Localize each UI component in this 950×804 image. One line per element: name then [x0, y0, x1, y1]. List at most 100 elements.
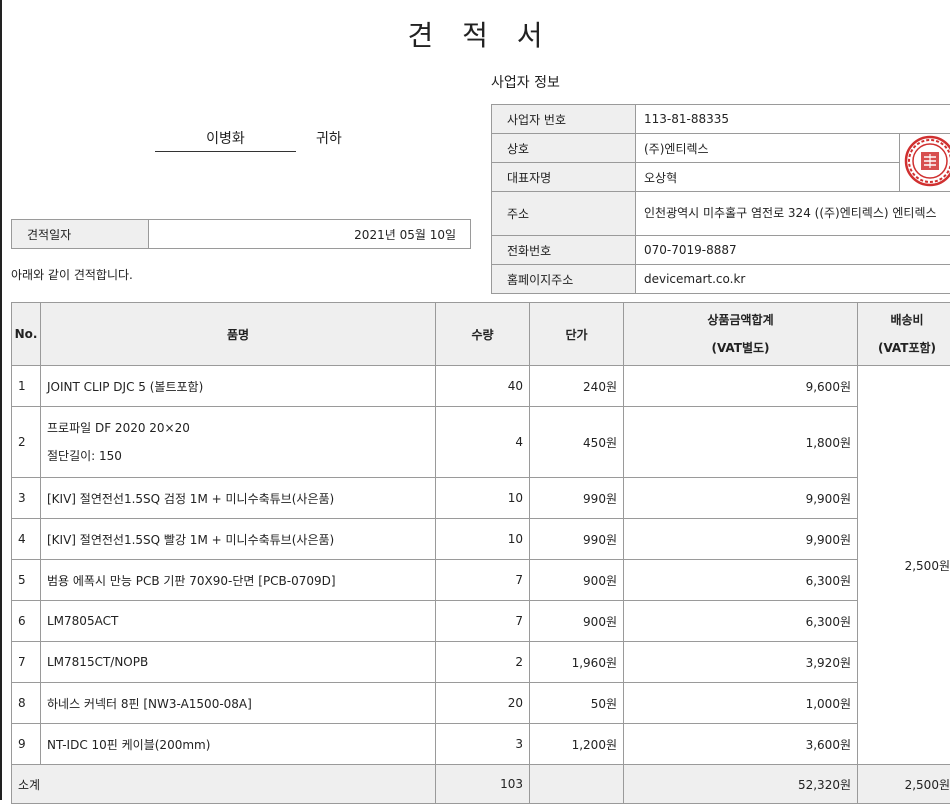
info-label: 사업자 번호 — [492, 105, 636, 134]
row-amount: 3,920원 — [624, 642, 858, 683]
info-label: 상호 — [492, 134, 636, 163]
table-row: 2 프로파일 DF 2020 20×20 절단길이: 150 4 450원 1,… — [12, 407, 950, 478]
row-name: 범용 에폭시 만능 PCB 기판 70X90-단면 [PCB-0709D] — [41, 560, 436, 601]
quote-items-table: No. 품명 수량 단가 상품금액합계 (VAT별도) 배송비 (VAT포함) … — [11, 302, 950, 804]
row-no: 4 — [12, 519, 41, 560]
row-amount: 9,600원 — [624, 366, 858, 407]
info-value: devicemart.co.kr — [636, 265, 950, 294]
row-amount: 3,600원 — [624, 724, 858, 765]
table-row: 3 [KIV] 절연전선1.5SQ 검정 1M + 미니수축튜브(사은품) 10… — [12, 478, 950, 519]
info-row-business-number: 사업자 번호 113-81-88335 — [492, 105, 950, 134]
row-qty: 10 — [436, 519, 530, 560]
info-row-representative: 대표자명 오상혁 — [492, 163, 950, 192]
document-title: 견 적 서 — [0, 14, 950, 54]
row-price: 990원 — [530, 478, 624, 519]
info-label: 대표자명 — [492, 163, 636, 192]
row-no: 9 — [12, 724, 41, 765]
table-header-row: No. 품명 수량 단가 상품금액합계 (VAT별도) 배송비 (VAT포함) — [12, 303, 950, 366]
table-row: 4 [KIV] 절연전선1.5SQ 빨강 1M + 미니수축튜브(사은품) 10… — [12, 519, 950, 560]
row-qty: 2 — [436, 642, 530, 683]
row-price: 450원 — [530, 407, 624, 478]
table-row: 6 LM7805ACT 7 900원 6,300원 — [12, 601, 950, 642]
intro-text: 아래와 같이 견적합니다. — [11, 266, 133, 283]
row-name: NT-IDC 10핀 케이블(200mm) — [41, 724, 436, 765]
row-price: 900원 — [530, 601, 624, 642]
header-shipping-line1: 배송비 — [859, 306, 950, 334]
row-no: 1 — [12, 366, 41, 407]
row-qty: 4 — [436, 407, 530, 478]
header-qty: 수량 — [436, 303, 530, 366]
row-qty: 10 — [436, 478, 530, 519]
row-price: 1,960원 — [530, 642, 624, 683]
row-name: JOINT CLIP DJC 5 (볼트포함) — [41, 366, 436, 407]
row-amount: 6,300원 — [624, 560, 858, 601]
seal-cell — [900, 134, 950, 192]
row-name: [KIV] 절연전선1.5SQ 검정 1M + 미니수축튜브(사은품) — [41, 478, 436, 519]
page-left-border — [0, 0, 2, 800]
info-row-company: 상호 (주)엔티렉스 — [492, 134, 950, 163]
info-row-address: 주소 인천광역시 미추홀구 염전로 324 ((주)엔티렉스) 엔티렉스 — [492, 192, 950, 236]
row-name: 프로파일 DF 2020 20×20 절단길이: 150 — [41, 407, 436, 478]
quote-date-value: 2021년 05월 10일 — [149, 220, 471, 249]
info-value: (주)엔티렉스 — [636, 134, 900, 163]
business-info-title: 사업자 정보 — [491, 72, 560, 92]
row-amount: 1,000원 — [624, 683, 858, 724]
row-no: 3 — [12, 478, 41, 519]
quote-date-label: 견적일자 — [12, 220, 149, 249]
header-unit-price: 단가 — [530, 303, 624, 366]
table-row: 8 하네스 커넥터 8핀 [NW3-A1500-08A] 20 50원 1,00… — [12, 683, 950, 724]
header-name: 품명 — [41, 303, 436, 366]
recipient-name: 이병화 — [155, 128, 296, 148]
recipient-underline — [155, 151, 296, 152]
recipient-honorific: 귀하 — [316, 128, 342, 148]
subtotal-label: 소계 — [12, 765, 436, 804]
row-amount: 1,800원 — [624, 407, 858, 478]
company-seal-icon — [904, 135, 950, 187]
row-qty: 20 — [436, 683, 530, 724]
table-row: 9 NT-IDC 10핀 케이블(200mm) 3 1,200원 3,600원 — [12, 724, 950, 765]
row-price: 990원 — [530, 519, 624, 560]
row-qty: 7 — [436, 560, 530, 601]
subtotal-row: 소계 103 52,320원 2,500원 — [12, 765, 950, 804]
row-name: 하네스 커넥터 8핀 [NW3-A1500-08A] — [41, 683, 436, 724]
header-amount-line1: 상품금액합계 — [625, 306, 856, 334]
row-name-main: 프로파일 DF 2020 20×20 — [47, 414, 429, 442]
header-shipping-line2: (VAT포함) — [859, 334, 950, 362]
subtotal-qty: 103 — [436, 765, 530, 804]
row-no: 6 — [12, 601, 41, 642]
row-name-option: 절단길이: 150 — [47, 442, 429, 470]
subtotal-blank — [530, 765, 624, 804]
row-no: 8 — [12, 683, 41, 724]
table-row: 1 JOINT CLIP DJC 5 (볼트포함) 40 240원 9,600원… — [12, 366, 950, 407]
row-name: LM7815CT/NOPB — [41, 642, 436, 683]
table-row: 7 LM7815CT/NOPB 2 1,960원 3,920원 — [12, 642, 950, 683]
table-row: 5 범용 에폭시 만능 PCB 기판 70X90-단면 [PCB-0709D] … — [12, 560, 950, 601]
subtotal-amount: 52,320원 — [624, 765, 858, 804]
row-no: 7 — [12, 642, 41, 683]
row-qty: 3 — [436, 724, 530, 765]
row-amount: 6,300원 — [624, 601, 858, 642]
business-info-table: 사업자 번호 113-81-88335 상호 (주)엔티렉스 대표자명 오상혁 … — [491, 104, 950, 294]
row-no: 5 — [12, 560, 41, 601]
row-amount: 9,900원 — [624, 519, 858, 560]
row-price: 240원 — [530, 366, 624, 407]
header-amount: 상품금액합계 (VAT별도) — [624, 303, 858, 366]
row-qty: 7 — [436, 601, 530, 642]
info-label: 주소 — [492, 192, 636, 236]
header-amount-line2: (VAT별도) — [625, 334, 856, 362]
row-no: 2 — [12, 407, 41, 478]
row-price: 50원 — [530, 683, 624, 724]
header-no: No. — [12, 303, 41, 366]
info-label: 홈페이지주소 — [492, 265, 636, 294]
row-price: 900원 — [530, 560, 624, 601]
row-qty: 40 — [436, 366, 530, 407]
row-price: 1,200원 — [530, 724, 624, 765]
info-label: 전화번호 — [492, 236, 636, 265]
subtotal-shipping: 2,500원 — [858, 765, 950, 804]
info-value: 113-81-88335 — [636, 105, 950, 134]
row-name: [KIV] 절연전선1.5SQ 빨강 1M + 미니수축튜브(사은품) — [41, 519, 436, 560]
info-value: 인천광역시 미추홀구 염전로 324 ((주)엔티렉스) 엔티렉스 — [636, 192, 950, 236]
info-row-homepage: 홈페이지주소 devicemart.co.kr — [492, 265, 950, 294]
row-name: LM7805ACT — [41, 601, 436, 642]
row-amount: 9,900원 — [624, 478, 858, 519]
